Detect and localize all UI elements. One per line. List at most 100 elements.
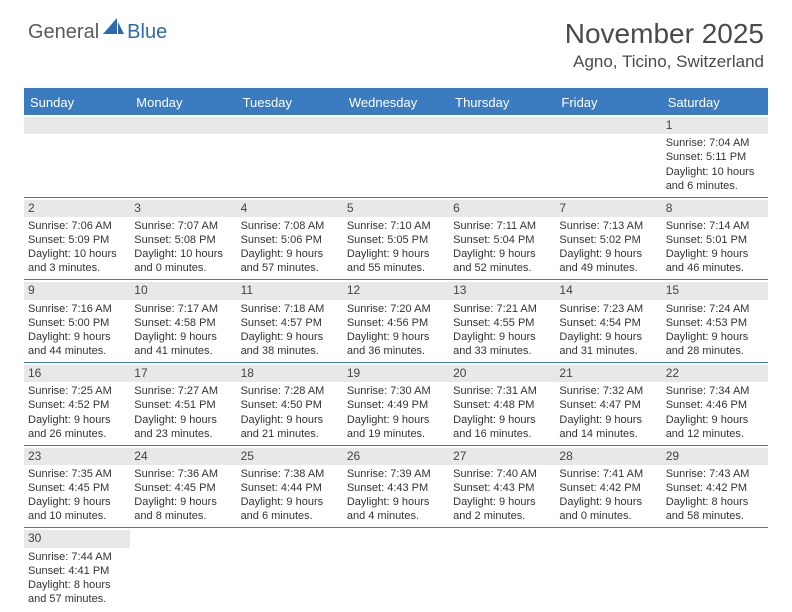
daylight-line1: Daylight: 10 hours <box>28 247 126 261</box>
sunrise-line: Sunrise: 7:24 AM <box>666 302 764 316</box>
day-header: Friday <box>555 90 661 115</box>
daylight-line2: and 23 minutes. <box>134 427 232 441</box>
date-number-empty <box>237 117 343 134</box>
sunset-line: Sunset: 4:51 PM <box>134 398 232 412</box>
day-header: Sunday <box>24 90 130 115</box>
week-row: 9Sunrise: 7:16 AMSunset: 5:00 PMDaylight… <box>24 280 768 363</box>
sunset-line: Sunset: 4:43 PM <box>347 481 445 495</box>
daylight-line2: and 6 minutes. <box>666 179 764 193</box>
daylight-line2: and 41 minutes. <box>134 344 232 358</box>
daylight-line2: and 10 minutes. <box>28 509 126 523</box>
daylight-line2: and 4 minutes. <box>347 509 445 523</box>
date-number: 12 <box>343 282 449 299</box>
week-row: 1Sunrise: 7:04 AMSunset: 5:11 PMDaylight… <box>24 115 768 198</box>
calendar-cell-empty <box>130 528 236 610</box>
daylight-line1: Daylight: 9 hours <box>241 413 339 427</box>
daylight-line2: and 58 minutes. <box>666 509 764 523</box>
date-number-empty <box>449 117 555 134</box>
daylight-line2: and 55 minutes. <box>347 261 445 275</box>
calendar-cell: 26Sunrise: 7:39 AMSunset: 4:43 PMDayligh… <box>343 446 449 528</box>
calendar-cell-empty <box>449 115 555 197</box>
week-row: 30Sunrise: 7:44 AMSunset: 4:41 PMDayligh… <box>24 528 768 610</box>
daylight-line1: Daylight: 9 hours <box>241 495 339 509</box>
date-number: 7 <box>555 200 661 217</box>
calendar-cell: 15 Sunrise: 7:24 AMSunset: 4:53 PMDayligh… <box>662 280 768 362</box>
calendar-cell-empty <box>130 115 236 197</box>
daylight-line1: Daylight: 9 hours <box>559 495 657 509</box>
logo-text-blue: Blue <box>127 21 167 44</box>
day-header-row: SundayMondayTuesdayWednesdayThursdayFrid… <box>24 90 768 115</box>
daylight-line1: Daylight: 9 hours <box>559 413 657 427</box>
date-number: 10 <box>130 282 236 299</box>
daylight-line2: and 36 minutes. <box>347 344 445 358</box>
sunrise-line: Sunrise: 7:06 AM <box>28 219 126 233</box>
date-number: 26 <box>343 448 449 465</box>
date-number: 16 <box>24 365 130 382</box>
calendar-cell: 17Sunrise: 7:27 AMSunset: 4:51 PMDayligh… <box>130 363 236 445</box>
sunrise-line: Sunrise: 7:25 AM <box>28 384 126 398</box>
calendar-cell-empty <box>449 528 555 610</box>
daylight-line1: Daylight: 9 hours <box>134 330 232 344</box>
calendar-cell-empty <box>343 115 449 197</box>
sunset-line: Sunset: 5:02 PM <box>559 233 657 247</box>
calendar-cell: 25Sunrise: 7:38 AMSunset: 4:44 PMDayligh… <box>237 446 343 528</box>
daylight-line2: and 44 minutes. <box>28 344 126 358</box>
sunrise-line: Sunrise: 7:31 AM <box>453 384 551 398</box>
week-row: 2Sunrise: 7:06 AMSunset: 5:09 PMDaylight… <box>24 198 768 281</box>
calendar-cell-empty <box>237 115 343 197</box>
sunset-line: Sunset: 4:43 PM <box>453 481 551 495</box>
sunrise-line: Sunrise: 7:23 AM <box>559 302 657 316</box>
calendar-cell-empty <box>237 528 343 610</box>
calendar-cell: 7Sunrise: 7:13 AMSunset: 5:02 PMDaylight… <box>555 198 661 280</box>
sunset-line: Sunset: 4:45 PM <box>134 481 232 495</box>
date-number-empty <box>24 117 130 134</box>
calendar-cell: 27Sunrise: 7:40 AMSunset: 4:43 PMDayligh… <box>449 446 555 528</box>
daylight-line1: Daylight: 9 hours <box>241 247 339 261</box>
sunset-line: Sunset: 4:47 PM <box>559 398 657 412</box>
daylight-line1: Daylight: 8 hours <box>28 578 126 592</box>
sunset-line: Sunset: 4:45 PM <box>28 481 126 495</box>
sunset-line: Sunset: 4:50 PM <box>241 398 339 412</box>
date-number: 14 <box>555 282 661 299</box>
daylight-line1: Daylight: 9 hours <box>453 247 551 261</box>
sunset-line: Sunset: 5:06 PM <box>241 233 339 247</box>
daylight-line2: and 8 minutes. <box>134 509 232 523</box>
calendar-cell: 10Sunrise: 7:17 AMSunset: 4:58 PMDayligh… <box>130 280 236 362</box>
calendar-cell-empty <box>555 528 661 610</box>
daylight-line1: Daylight: 9 hours <box>347 413 445 427</box>
daylight-line2: and 31 minutes. <box>559 344 657 358</box>
daylight-line1: Daylight: 9 hours <box>241 330 339 344</box>
daylight-line2: and 3 minutes. <box>28 261 126 275</box>
daylight-line1: Daylight: 9 hours <box>666 330 764 344</box>
daylight-line1: Daylight: 9 hours <box>453 330 551 344</box>
calendar-cell: 3Sunrise: 7:07 AMSunset: 5:08 PMDaylight… <box>130 198 236 280</box>
day-header: Saturday <box>662 90 768 115</box>
sunset-line: Sunset: 4:53 PM <box>666 316 764 330</box>
date-number: 18 <box>237 365 343 382</box>
daylight-line2: and 21 minutes. <box>241 427 339 441</box>
month-title: November 2025 <box>565 18 764 50</box>
date-number: 25 <box>237 448 343 465</box>
sunset-line: Sunset: 4:44 PM <box>241 481 339 495</box>
calendar-cell: 21Sunrise: 7:32 AMSunset: 4:47 PMDayligh… <box>555 363 661 445</box>
sunset-line: Sunset: 4:42 PM <box>666 481 764 495</box>
sunrise-line: Sunrise: 7:28 AM <box>241 384 339 398</box>
calendar-cell-empty <box>24 115 130 197</box>
sunrise-line: Sunrise: 7:43 AM <box>666 467 764 481</box>
sunset-line: Sunset: 4:42 PM <box>559 481 657 495</box>
sunset-line: Sunset: 5:09 PM <box>28 233 126 247</box>
calendar-cell: 9Sunrise: 7:16 AMSunset: 5:00 PMDaylight… <box>24 280 130 362</box>
title-block: November 2025 Agno, Ticino, Switzerland <box>565 18 764 72</box>
day-header: Wednesday <box>343 90 449 115</box>
sunset-line: Sunset: 5:00 PM <box>28 316 126 330</box>
sunset-line: Sunset: 5:01 PM <box>666 233 764 247</box>
daylight-line2: and 26 minutes. <box>28 427 126 441</box>
date-number: 21 <box>555 365 661 382</box>
date-number-empty <box>555 117 661 134</box>
calendar-cell: 1Sunrise: 7:04 AMSunset: 5:11 PMDaylight… <box>662 115 768 197</box>
sunset-line: Sunset: 4:55 PM <box>453 316 551 330</box>
date-number: 15 <box>662 282 768 299</box>
date-number: 9 <box>24 282 130 299</box>
sunrise-line: Sunrise: 7:14 AM <box>666 219 764 233</box>
sunrise-line: Sunrise: 7:11 AM <box>453 219 551 233</box>
